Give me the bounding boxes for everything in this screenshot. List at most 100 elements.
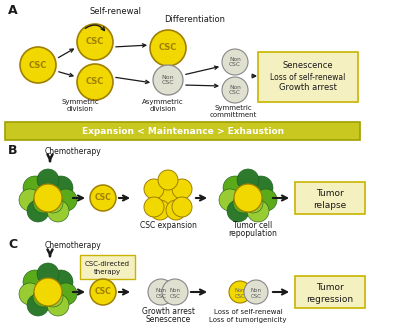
Text: Tumor: Tumor [316,190,344,199]
Text: Non
CSC: Non CSC [162,75,174,85]
Circle shape [33,287,53,307]
Circle shape [158,188,178,208]
Text: CSC expansion: CSC expansion [140,221,196,230]
Circle shape [243,193,263,213]
Circle shape [37,263,59,285]
Circle shape [150,30,186,66]
Circle shape [20,47,56,83]
Text: C: C [8,239,17,252]
Circle shape [34,278,62,306]
Circle shape [49,270,73,294]
Circle shape [249,176,273,200]
Circle shape [27,200,49,222]
Circle shape [55,189,77,211]
Circle shape [77,64,113,100]
Circle shape [144,197,164,217]
Circle shape [222,49,248,75]
Text: Tumor: Tumor [316,283,344,292]
Circle shape [19,283,41,305]
Text: Symmetric: Symmetric [61,99,99,105]
FancyBboxPatch shape [258,52,358,102]
Text: Asymmetric: Asymmetric [142,99,184,105]
Circle shape [229,281,251,303]
Circle shape [150,200,170,220]
Text: therapy: therapy [94,269,120,275]
Circle shape [222,77,248,103]
Circle shape [153,65,183,95]
Text: Non
CSC: Non CSC [229,85,241,95]
Circle shape [19,189,41,211]
Circle shape [90,279,116,305]
Circle shape [27,294,49,316]
Text: Non
CSC: Non CSC [229,57,241,67]
Text: Growth arrest: Growth arrest [142,308,194,317]
Text: CSC: CSC [86,38,104,47]
Text: A: A [8,3,18,16]
FancyBboxPatch shape [80,255,135,279]
Text: CSC: CSC [159,44,177,53]
Circle shape [166,200,186,220]
Circle shape [172,179,192,199]
Circle shape [144,179,164,199]
Circle shape [234,184,262,212]
Circle shape [162,279,188,305]
Circle shape [148,279,174,305]
Circle shape [23,176,47,200]
Text: Non: Non [170,287,180,292]
Circle shape [223,176,247,200]
Circle shape [34,184,62,212]
Circle shape [47,200,69,222]
FancyBboxPatch shape [5,122,360,140]
Circle shape [37,169,59,191]
Circle shape [255,189,277,211]
Text: CSC-directed: CSC-directed [84,261,130,267]
Text: Non: Non [235,287,245,292]
Circle shape [33,193,53,213]
Text: CSC: CSC [86,77,104,86]
Text: committment: committment [209,112,257,118]
Text: Loss of self-renewal: Loss of self-renewal [270,72,346,81]
Circle shape [77,24,113,60]
Circle shape [158,170,178,190]
Text: relapse: relapse [313,201,347,210]
Text: Growth arrest: Growth arrest [279,83,337,92]
Text: Chemotherapy: Chemotherapy [45,146,102,155]
Circle shape [49,176,73,200]
Text: CSC: CSC [29,61,47,69]
Text: CSC: CSC [95,194,111,202]
Text: CSC: CSC [95,287,111,296]
Text: Senescence: Senescence [283,62,333,70]
Text: Loss of tumorigenicity: Loss of tumorigenicity [209,317,287,323]
Circle shape [23,270,47,294]
Text: regression: regression [306,295,354,305]
Text: Chemotherapy: Chemotherapy [45,242,102,251]
Text: CSC: CSC [156,293,166,298]
Circle shape [219,189,241,211]
Text: Expansion < Maintenance > Exhaustion: Expansion < Maintenance > Exhaustion [82,128,284,136]
Circle shape [43,287,63,307]
Text: Senescence: Senescence [145,316,191,325]
Circle shape [172,197,192,217]
Text: Symmetric: Symmetric [214,105,252,111]
Text: CSC: CSC [170,293,180,298]
Text: division: division [66,106,94,112]
FancyBboxPatch shape [295,182,365,214]
Circle shape [233,193,253,213]
Text: Loss of self-renewal: Loss of self-renewal [214,309,282,315]
Text: repopulation: repopulation [228,229,278,239]
Circle shape [244,280,268,304]
Text: CSC: CSC [235,293,245,298]
FancyBboxPatch shape [295,276,365,308]
Text: Non: Non [250,287,262,292]
Circle shape [47,294,69,316]
Circle shape [43,193,63,213]
Text: B: B [8,143,18,156]
Text: Tumor cell: Tumor cell [233,221,273,230]
Circle shape [227,200,249,222]
Text: division: division [150,106,176,112]
Text: Self-renewal: Self-renewal [89,7,141,16]
Text: Non: Non [156,287,166,292]
Text: CSC: CSC [250,293,262,298]
Text: Differentiation: Differentiation [164,15,226,24]
Circle shape [247,200,269,222]
